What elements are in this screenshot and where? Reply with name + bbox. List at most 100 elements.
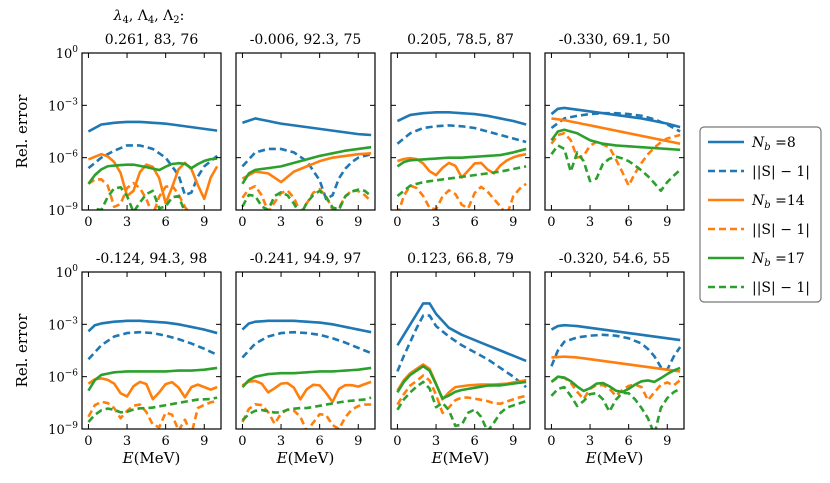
legend-label-1: Nb =8 xyxy=(751,135,796,153)
series-line-Nb8-unitarity xyxy=(550,111,681,133)
legend-label-3: Nb =14 xyxy=(751,193,805,211)
x-tick-label: 0 xyxy=(84,215,92,230)
panel-frame xyxy=(544,52,685,211)
series-line-Nb17-rel-error xyxy=(87,366,218,392)
series-line-Nb8-rel-error xyxy=(396,111,527,126)
panel-frame xyxy=(544,271,685,430)
panel-frame xyxy=(235,52,376,211)
x-axis-label: E(MeV) xyxy=(585,449,644,467)
series-line-Nb14-rel-error xyxy=(87,152,219,205)
series-line-Nb14-unitarity xyxy=(241,184,373,210)
y-tick-label: 10−3 xyxy=(48,97,78,114)
y-tick-label: 100 xyxy=(56,264,79,281)
series-line-Nb14-unitarity xyxy=(550,131,681,187)
panel-8: -0.320, 54.6, 55 0 3 6 9 E(MeV) xyxy=(544,251,685,467)
x-tick-label: 3 xyxy=(123,215,131,230)
panel-series xyxy=(241,117,373,210)
y-tick-label: 10−9 xyxy=(48,421,78,438)
series-line-Nb14-unitarity xyxy=(87,399,218,429)
panel-series xyxy=(241,319,372,429)
series-line-Nb17-rel-error xyxy=(550,366,681,394)
x-tick-label: 0 xyxy=(393,215,401,230)
x-tick-label: 9 xyxy=(200,215,208,230)
series-line-Nb14-rel-error xyxy=(241,152,372,184)
x-tick-label: 3 xyxy=(277,215,285,230)
x-tick-label: 0 xyxy=(84,434,92,449)
series-line-Nb17-rel-error xyxy=(396,147,527,168)
panel-frame xyxy=(390,271,531,430)
y-tick-label: 10−6 xyxy=(48,369,78,386)
panel-series xyxy=(550,323,682,429)
y-axis-label: Rel. error xyxy=(13,313,31,388)
series-line-Nb8-unitarity xyxy=(241,330,372,359)
panel-title: -0.320, 54.6, 55 xyxy=(559,251,671,267)
series-line-Nb17-unitarity xyxy=(241,396,372,422)
panel-title: -0.241, 94.9, 97 xyxy=(250,251,362,267)
x-tick-label: 3 xyxy=(586,215,594,230)
x-tick-label: 6 xyxy=(625,434,633,449)
x-tick-label: 0 xyxy=(393,434,401,449)
panel-3: 0.205, 78.5, 87 0 3 6 9 xyxy=(390,32,531,230)
x-tick-label: 9 xyxy=(354,434,362,449)
x-tick-label: 6 xyxy=(162,434,170,449)
x-tick-label: 0 xyxy=(547,434,555,449)
panel-7: 0.123, 66.8, 79 0 3 6 9 E(MeV) xyxy=(390,251,531,467)
x-tick-label: 9 xyxy=(663,434,671,449)
x-axis-label: E(MeV) xyxy=(122,449,181,467)
panel-2: -0.006, 92.3, 75 0 3 6 9 xyxy=(235,32,376,230)
series-line-Nb8-rel-error xyxy=(550,323,681,342)
y-tick-label: 10−6 xyxy=(48,150,78,167)
panel-title: 0.123, 66.8, 79 xyxy=(407,251,514,267)
panel-grid: 0.261, 83, 76 0 3 6 9 100 10−3 10−6 10−9 Rel. err… xyxy=(13,32,685,467)
panel-5: -0.124, 94.3, 98 0 3 6 9 100 10−3 10−6 10−9 E(MeV… xyxy=(13,251,222,467)
legend-label-5: Nb =17 xyxy=(751,251,805,269)
x-tick-label: 6 xyxy=(471,215,479,230)
series-line-Nb8-unitarity xyxy=(241,147,372,201)
series-line-Nb17-rel-error xyxy=(396,364,527,400)
series-line-Nb17-rel-error xyxy=(550,128,681,152)
series-line-Nb14-unitarity xyxy=(396,374,527,415)
panel-title: 0.261, 83, 76 xyxy=(105,32,199,48)
series-line-Nb17-unitarity xyxy=(396,380,527,429)
panel-title: -0.006, 92.3, 75 xyxy=(250,32,362,48)
series-line-Nb14-unitarity xyxy=(550,376,681,402)
panel-title: -0.330, 69.1, 50 xyxy=(559,32,671,48)
series-line-Nb17-unitarity xyxy=(550,144,682,193)
header-parameter-labels: λ4, Λ4, Λ2: xyxy=(113,8,185,26)
series-line-Nb14-rel-error xyxy=(87,377,218,401)
panel-frame xyxy=(235,271,376,430)
panel-1: 0.261, 83, 76 0 3 6 9 100 10−3 10−6 10−9 Rel. err… xyxy=(13,32,222,230)
series-line-Nb17-unitarity xyxy=(550,385,681,429)
series-line-Nb8-rel-error xyxy=(87,120,218,133)
series-line-Nb14-rel-error xyxy=(241,379,372,404)
x-tick-label: 0 xyxy=(238,215,246,230)
x-tick-label: 9 xyxy=(509,215,517,230)
panel-title: 0.205, 78.5, 87 xyxy=(407,32,514,48)
panel-frame xyxy=(81,271,222,430)
panel-series xyxy=(550,106,682,193)
x-tick-label: 0 xyxy=(238,434,246,449)
series-line-Nb14-rel-error xyxy=(551,355,681,373)
series-line-Nb17-rel-error xyxy=(87,157,218,185)
series-line-Nb17-rel-error xyxy=(241,366,372,389)
x-tick-label: 3 xyxy=(586,434,594,449)
x-tick-label: 6 xyxy=(316,215,324,230)
x-tick-label: 0 xyxy=(547,215,555,230)
x-tick-label: 3 xyxy=(432,434,440,449)
series-line-Nb14-rel-error xyxy=(551,117,681,145)
x-tick-label: 6 xyxy=(625,215,633,230)
legend-label-4: ||S| − 1| xyxy=(752,222,810,238)
x-tick-label: 9 xyxy=(200,434,208,449)
x-tick-label: 6 xyxy=(471,434,479,449)
series-line-Nb14-unitarity xyxy=(241,403,372,429)
legend-frame xyxy=(699,126,822,303)
series-line-Nb17-rel-error xyxy=(241,145,372,185)
series-line-Nb8-unitarity xyxy=(396,124,527,145)
x-tick-label: 9 xyxy=(509,434,517,449)
panel-series xyxy=(87,319,218,429)
series-line-Nb8-rel-error xyxy=(241,319,372,334)
series-line-Nb17-unitarity xyxy=(87,396,218,423)
x-tick-label: 3 xyxy=(123,434,131,449)
legend-label-2: ||S| − 1| xyxy=(752,164,810,180)
x-tick-label: 3 xyxy=(432,215,440,230)
